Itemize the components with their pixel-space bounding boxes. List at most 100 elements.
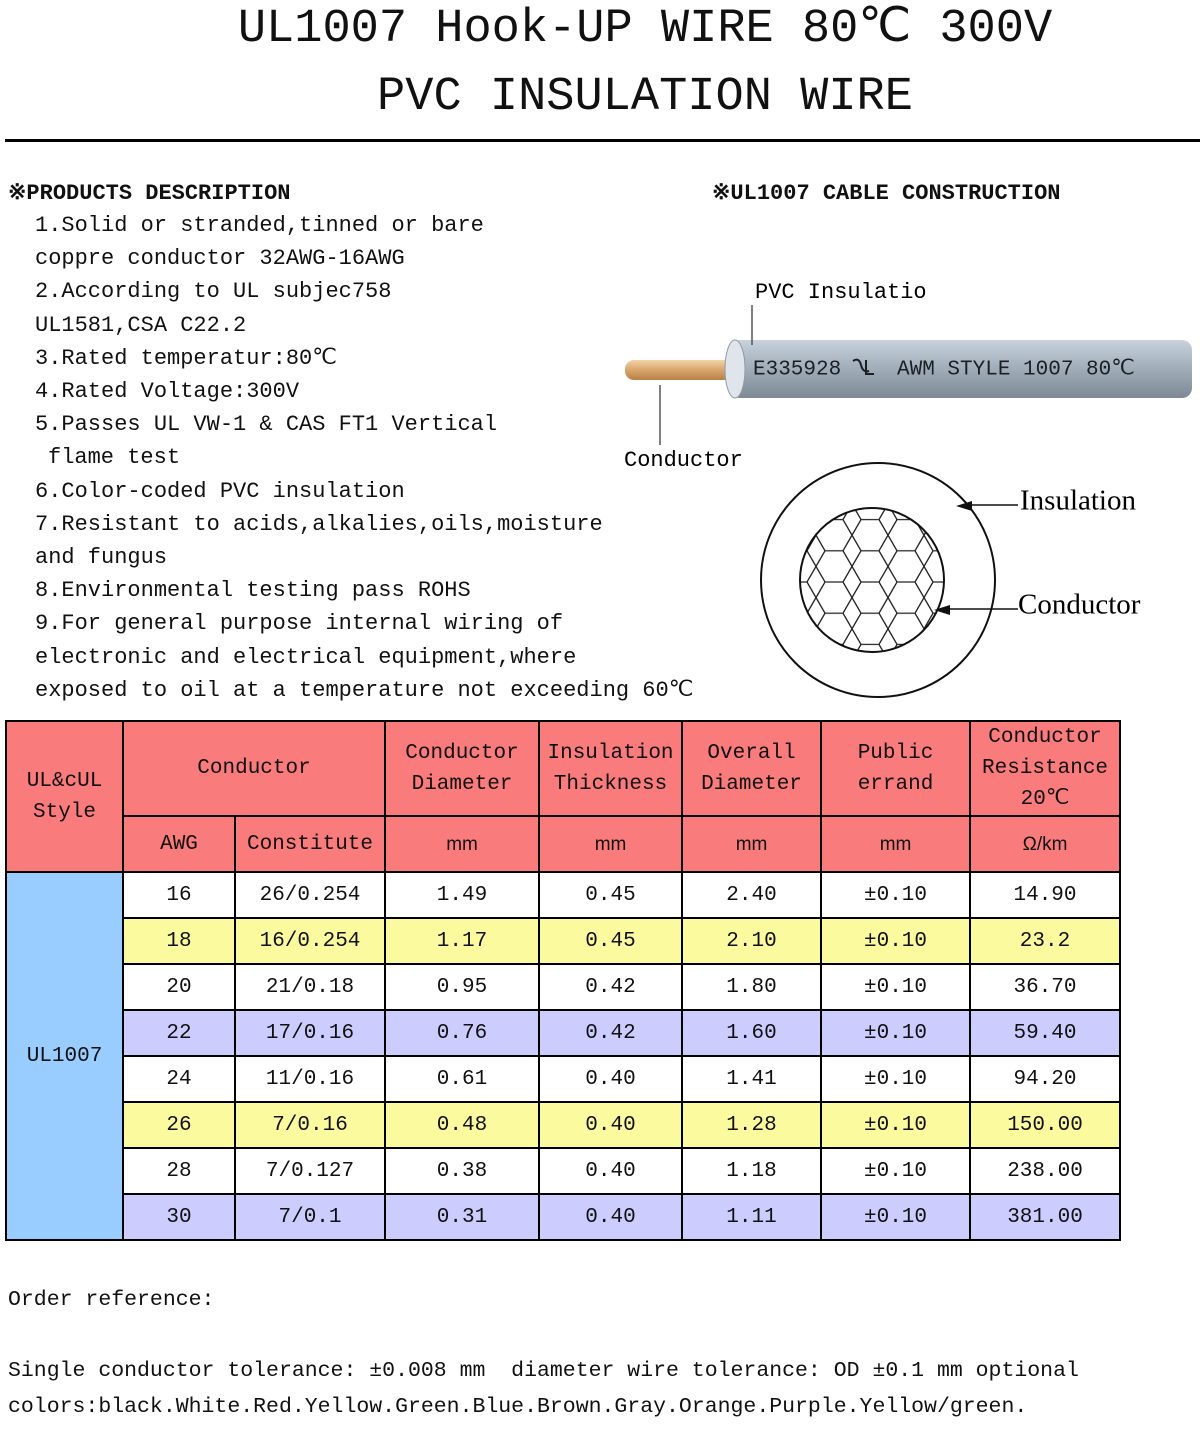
- description-line: and fungus: [35, 545, 168, 570]
- data-cell: ±0.10: [820, 1009, 972, 1057]
- data-cell: ±0.10: [820, 1147, 972, 1195]
- data-cell: 24: [122, 1055, 236, 1103]
- data-cell: 0.40: [538, 1193, 684, 1241]
- data-row: UL1007 16 26/0.254 1.49 0.45 2.40 ±0.10 14.90: [5, 871, 1122, 1241]
- data-row: 22 17/0.16 0.76 0.42 1.60 ±0.10 59.40: [6, 1009, 1122, 1057]
- data-row: 24 11/0.16 0.61 0.40 1.41 ±0.10 94.20: [6, 1055, 1122, 1103]
- data-cell: ±0.10: [820, 963, 972, 1011]
- header-cell: UL&cUL Style: [5, 720, 124, 873]
- style-cell: UL1007: [5, 871, 124, 1241]
- print-code: E335928: [753, 359, 841, 382]
- unit-cell: mm: [538, 815, 684, 873]
- data-row: 28 7/0.127 0.38 0.40 1.18 ±0.10 238.00: [6, 1147, 1122, 1195]
- data-cell: 26: [122, 1101, 236, 1149]
- data-cell: 22: [122, 1009, 236, 1057]
- data-cell: 11/0.16: [233, 1055, 387, 1103]
- data-row: 20 21/0.18 0.95 0.42 1.80 ±0.10 36.70: [6, 963, 1122, 1011]
- data-cell: 14.90: [969, 871, 1122, 919]
- data-cell: 0.48: [384, 1101, 541, 1149]
- description-line: electronic and electrical equipment,wher…: [35, 644, 577, 670]
- data-cell: 0.40: [538, 1101, 684, 1149]
- data-cell: 0.61: [384, 1055, 541, 1103]
- section-heading: ※PRODUCTS DESCRIPTION: [8, 181, 291, 206]
- data-cell: 1.17: [384, 917, 541, 965]
- data-cell: ±0.10: [820, 1193, 972, 1241]
- unit-cell: AWG: [122, 815, 236, 873]
- description-line: UL1581,CSA C22.2: [35, 312, 247, 338]
- header-cell: Overall Diameter: [681, 720, 823, 817]
- header-cell: Conductor Diameter: [384, 720, 541, 817]
- data-cell: 0.42: [538, 1009, 684, 1057]
- data-cell: 1.28: [681, 1101, 823, 1149]
- header-row: UL&cUL Style Conductor Conductor Diameter I…: [5, 720, 1122, 873]
- data-row: 18 16/0.254 1.17 0.45 2.10 ±0.10 23.2: [6, 917, 1122, 965]
- data-cell: 26/0.254: [233, 871, 387, 919]
- data-row: 30 7/0.1 0.31 0.40 1.11 ±0.10 381.00: [6, 1193, 1122, 1241]
- data-cell: 150.00: [969, 1101, 1122, 1149]
- header-cell: Conductor Resistance 20℃: [969, 720, 1122, 817]
- data-cell: 1.18: [681, 1147, 823, 1195]
- data-cell: 20: [122, 963, 236, 1011]
- data-cell: 0.40: [538, 1055, 684, 1103]
- description-line: 3.Rated temperatur:80℃: [35, 345, 337, 371]
- data-cell: 28: [122, 1147, 236, 1195]
- data-cell: 30: [122, 1193, 236, 1241]
- ul-mark: [852, 358, 874, 375]
- data-cell: ±0.10: [820, 1055, 972, 1103]
- data-cell: 94.20: [969, 1055, 1122, 1103]
- data-cell: ±0.10: [820, 871, 972, 919]
- data-cell: 0.95: [384, 963, 541, 1011]
- data-cell: 7/0.16: [233, 1101, 387, 1149]
- data-cell: 0.45: [538, 871, 684, 919]
- conductor-callout: Conductor: [1018, 589, 1141, 621]
- arrow-head: [934, 605, 950, 615]
- data-cell: 0.42: [538, 963, 684, 1011]
- data-cell: 17/0.16: [233, 1009, 387, 1057]
- order-line: colors:black.White.Red.Yellow.Green.Blue…: [8, 1395, 1028, 1419]
- data-cell: 238.00: [969, 1147, 1122, 1195]
- data-cell: 1.49: [384, 871, 541, 919]
- header-cell: Conductor: [121, 720, 387, 817]
- unit-cell: Ω/km: [969, 815, 1122, 873]
- data-cell: 21/0.18: [233, 963, 387, 1011]
- pvc-label: PVC Insulatio: [755, 280, 927, 305]
- description-line: 1.Solid or stranded,tinned or bare: [35, 213, 484, 238]
- copper-strand: [625, 360, 740, 380]
- insulation-callout: Insulation: [1020, 485, 1136, 517]
- data-cell: 0.38: [384, 1147, 541, 1195]
- data-cell: 16/0.254: [233, 917, 387, 965]
- data-cell: 1.80: [681, 963, 823, 1011]
- header-cell: Insulation Thickness: [538, 720, 684, 817]
- data-cell: ±0.10: [820, 917, 972, 965]
- data-cell: 59.40: [969, 1009, 1122, 1057]
- data-cell: 0.76: [384, 1009, 541, 1057]
- header-cell: Public errand: [820, 720, 972, 817]
- data-cell: 0.45: [538, 917, 684, 965]
- data-cell: 2.40: [681, 871, 823, 919]
- title-line: UL1007 Hook-UP WIRE 80℃ 300V: [237, 3, 1053, 56]
- data-cell: 18: [122, 917, 236, 965]
- data-cell: 23.2: [969, 917, 1122, 965]
- data-cell: 381.00: [969, 1193, 1122, 1241]
- data-cell: 0.40: [538, 1147, 684, 1195]
- data-cell: 2.10: [681, 917, 823, 965]
- order-heading: Order reference:: [8, 1288, 215, 1312]
- unit-cell: mm: [820, 815, 972, 873]
- order-line: Single conductor tolerance: ±0.008 mm di…: [8, 1359, 1079, 1383]
- description-line: 2.According to UL subjec758: [35, 279, 392, 305]
- description-line: 5.Passes UL VW-1 & CAS FT1 Vertical: [35, 412, 498, 438]
- description-line: 7.Resistant to acids,alkalies,oils,moist…: [35, 511, 603, 537]
- unit-cell: mm: [681, 815, 823, 873]
- description-line: 4.Rated Voltage:300V: [35, 379, 300, 404]
- conductor-circle: [799, 507, 945, 653]
- data-cell: 7/0.1: [233, 1193, 387, 1241]
- jacket-end: [724, 339, 746, 399]
- data-cell: 0.31: [384, 1193, 541, 1241]
- data-cell: ±0.10: [820, 1101, 972, 1149]
- description-line: coppre conductor 32AWG-16AWG: [35, 246, 405, 272]
- header-row: AWG Constitute mm mm mm mm Ω/km: [6, 815, 1122, 873]
- section-heading: ※UL1007 CABLE CONSTRUCTION: [712, 181, 1061, 206]
- arrow-head: [956, 501, 972, 511]
- data-cell: 1.41: [681, 1055, 823, 1103]
- conductor-label: Conductor: [624, 448, 743, 473]
